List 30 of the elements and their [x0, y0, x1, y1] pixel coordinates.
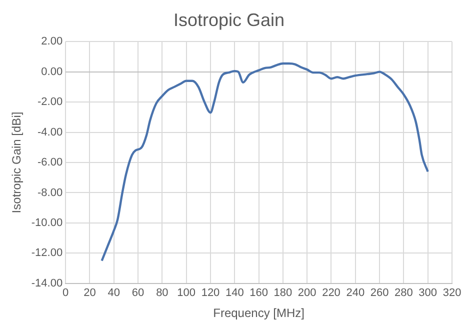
y-tick-label: -10.00 — [31, 216, 63, 229]
x-tick-label: 260 — [370, 287, 389, 300]
x-tick-label: 120 — [201, 287, 220, 300]
x-axis-title: Frequency [MHz] — [213, 306, 304, 320]
x-tick-label: 320 — [442, 287, 462, 300]
x-tick-label: 40 — [108, 287, 120, 300]
x-tick-label: 20 — [84, 287, 96, 300]
y-axis-title: Isotropic Gain [dBi] — [10, 112, 24, 214]
x-tick-label: 0 — [62, 287, 69, 300]
y-tick-label: -6.00 — [38, 156, 63, 169]
y-tick-label: -4.00 — [38, 126, 63, 138]
x-tick-label: 200 — [298, 287, 316, 300]
x-tick-label: 240 — [346, 287, 365, 300]
x-tick-label: 160 — [250, 287, 268, 300]
x-tick-label: 280 — [394, 287, 413, 300]
y-tick-label: 0.00 — [41, 66, 63, 78]
y-tick-label: -8.00 — [38, 186, 63, 199]
chart-title: Isotropic Gain — [173, 10, 285, 30]
y-tick-label: -2.00 — [38, 96, 63, 108]
y-tick-label: -12.00 — [31, 247, 63, 260]
line-series — [100, 62, 429, 262]
x-tick-label: 80 — [156, 287, 168, 300]
y-tick-label: 2.00 — [41, 36, 63, 48]
y-tick-label: -14.00 — [31, 277, 63, 290]
x-tick-label: 100 — [177, 287, 196, 300]
x-tick-label: 220 — [322, 287, 340, 300]
x-tick-label: 180 — [274, 287, 292, 300]
x-tick-label: 60 — [132, 287, 144, 300]
x-tick-label: 140 — [225, 287, 244, 300]
x-tick-label: 300 — [418, 287, 438, 300]
